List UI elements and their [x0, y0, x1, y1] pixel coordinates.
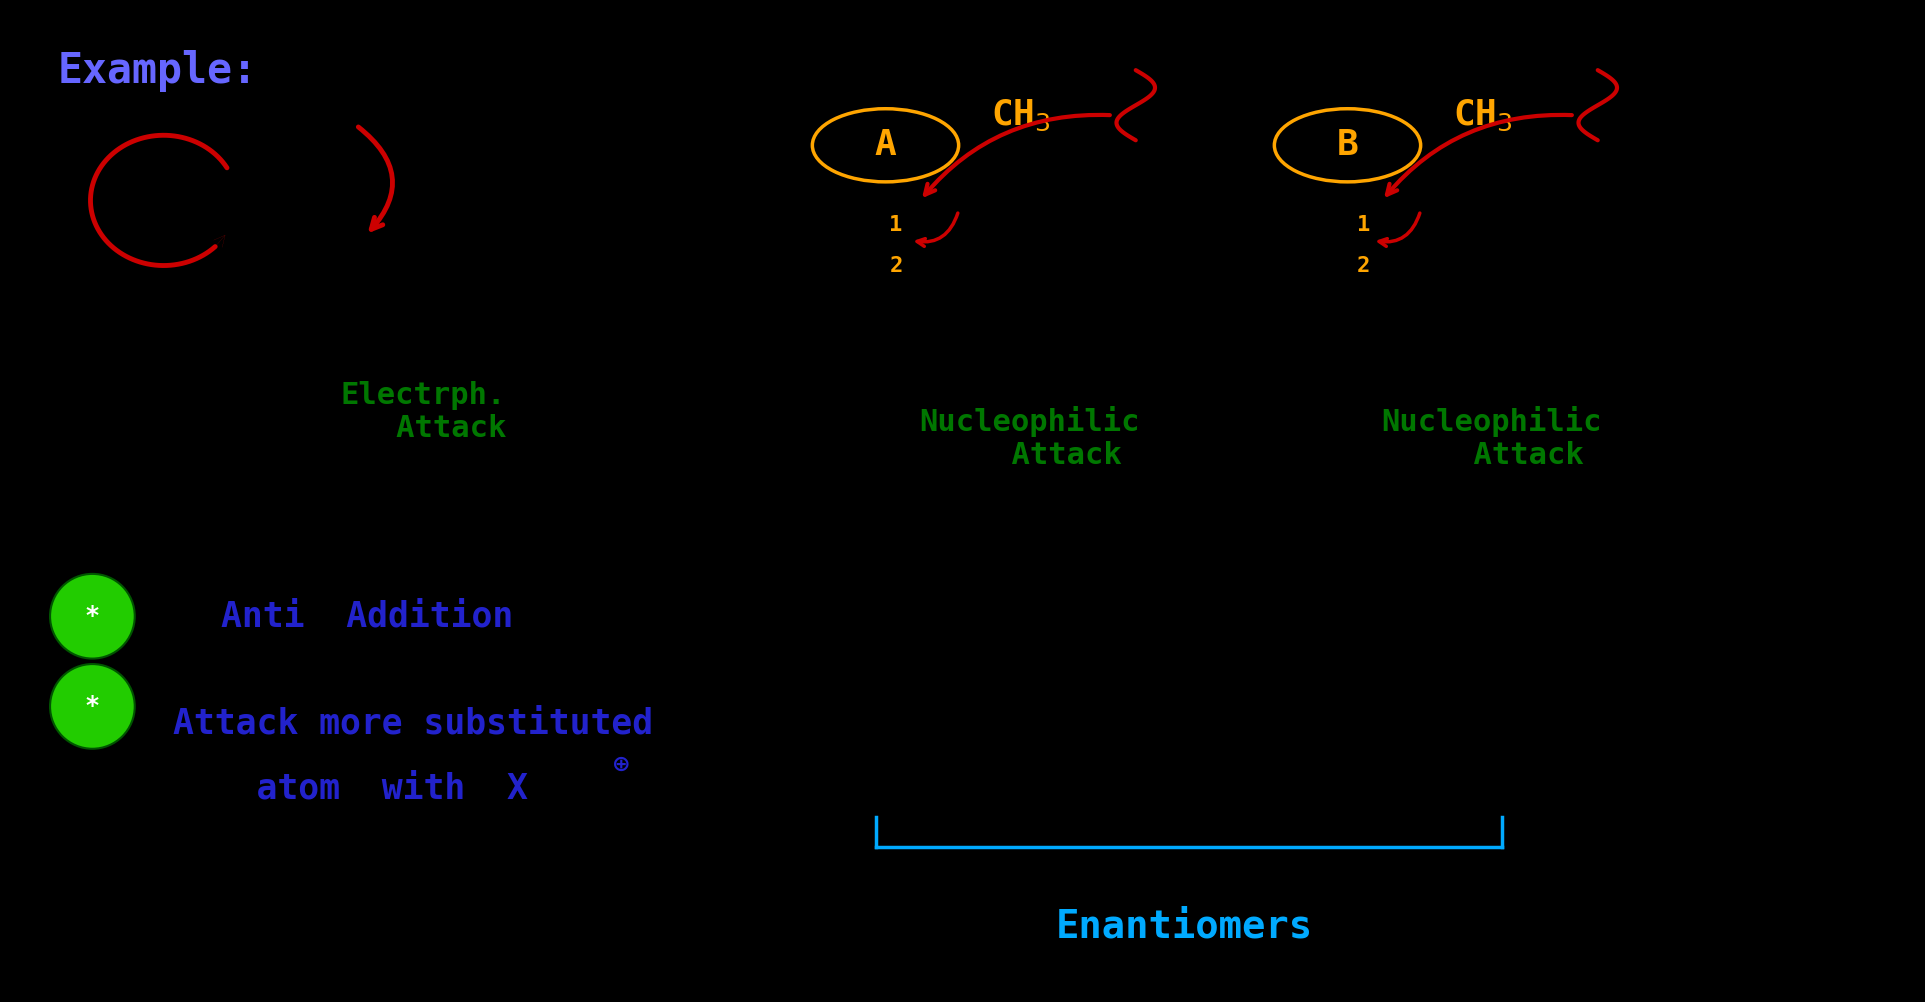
Text: Nucleophilic
    Attack: Nucleophilic Attack — [1382, 406, 1602, 470]
Text: B: B — [1336, 128, 1359, 162]
Text: Example:: Example: — [58, 50, 258, 92]
Text: 2: 2 — [889, 256, 903, 276]
Text: CH$_3$: CH$_3$ — [1453, 97, 1513, 133]
Text: atom  with  X: atom with X — [173, 772, 527, 806]
Text: Anti  Addition: Anti Addition — [221, 599, 514, 633]
Text: *: * — [87, 694, 98, 718]
Text: Attack more substituted: Attack more substituted — [173, 706, 653, 740]
Ellipse shape — [50, 574, 135, 658]
Text: ⊕: ⊕ — [612, 755, 631, 775]
Text: 1: 1 — [1357, 215, 1371, 235]
Text: CH$_3$: CH$_3$ — [991, 97, 1051, 133]
Ellipse shape — [50, 664, 135, 748]
Text: Nucleophilic
    Attack: Nucleophilic Attack — [920, 406, 1140, 470]
Text: Electrph.
   Attack: Electrph. Attack — [341, 381, 506, 443]
Text: Enantiomers: Enantiomers — [1055, 908, 1313, 946]
Text: 1: 1 — [889, 215, 903, 235]
Text: *: * — [87, 604, 98, 628]
Text: 2: 2 — [1357, 256, 1371, 276]
Text: A: A — [874, 128, 897, 162]
